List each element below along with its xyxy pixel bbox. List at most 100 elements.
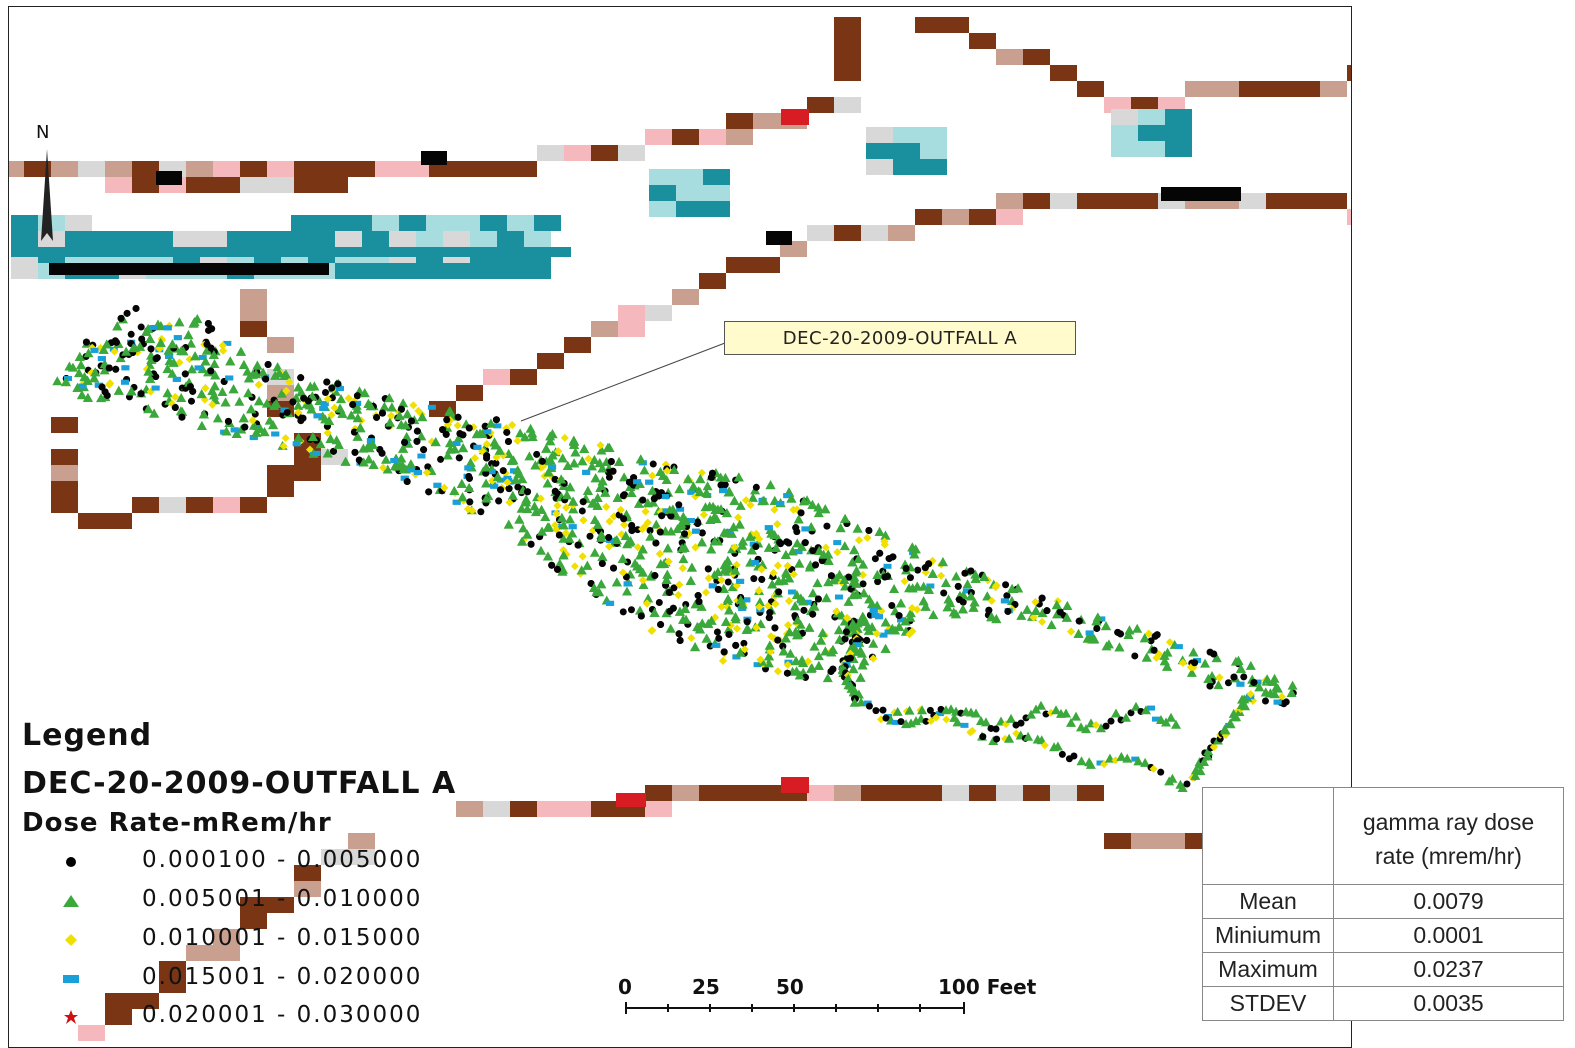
survey-point <box>834 569 845 579</box>
survey-point <box>766 609 774 617</box>
survey-point <box>969 597 980 607</box>
survey-point <box>1152 716 1160 722</box>
survey-point <box>1211 653 1222 663</box>
survey-point <box>637 567 648 577</box>
survey-point <box>704 574 713 583</box>
survey-point <box>717 602 726 611</box>
survey-point <box>289 398 297 406</box>
survey-point <box>807 588 818 598</box>
survey-point <box>538 457 546 465</box>
survey-point <box>386 402 397 412</box>
water-cell <box>281 231 308 247</box>
survey-point <box>533 450 541 458</box>
survey-point <box>623 581 632 587</box>
survey-point <box>437 455 445 463</box>
survey-point <box>1040 741 1049 750</box>
survey-point <box>823 522 831 530</box>
survey-point <box>126 386 137 396</box>
survey-point <box>840 513 851 523</box>
survey-point <box>524 451 535 461</box>
survey-point <box>490 483 499 489</box>
survey-point <box>988 735 999 745</box>
raster-cell <box>49 263 329 275</box>
survey-point <box>940 578 951 588</box>
survey-point <box>952 717 963 727</box>
survey-point <box>74 351 85 361</box>
raster-cell <box>564 145 591 161</box>
stat-label: Mean <box>1202 884 1334 919</box>
survey-point <box>562 461 573 471</box>
survey-point <box>694 487 705 497</box>
survey-point <box>730 612 741 622</box>
stat-value: 0.0001 <box>1333 918 1564 953</box>
survey-point <box>143 366 154 376</box>
survey-point <box>219 346 228 355</box>
map-canvas[interactable] <box>9 7 1351 1047</box>
raster-cell <box>726 113 753 129</box>
survey-point <box>1022 604 1033 614</box>
survey-point <box>604 442 615 452</box>
survey-point <box>1235 663 1246 673</box>
survey-point <box>887 623 898 633</box>
survey-point <box>656 528 664 536</box>
survey-point <box>859 580 867 588</box>
raster-cell <box>672 129 699 145</box>
raster-cell <box>321 849 348 865</box>
raster-cell <box>456 801 483 817</box>
survey-point <box>1191 659 1199 667</box>
raster-cell <box>699 129 726 145</box>
raster-cell <box>807 785 834 801</box>
raster-cell <box>159 961 186 977</box>
survey-point <box>662 508 671 514</box>
raster-cell <box>213 929 240 945</box>
raster-cell <box>753 785 780 801</box>
survey-point <box>769 569 778 578</box>
survey-point <box>612 492 623 502</box>
survey-point <box>359 388 370 398</box>
map-frame[interactable] <box>8 6 1352 1048</box>
survey-point <box>547 429 558 439</box>
raster-cell <box>267 465 294 481</box>
survey-point <box>398 443 409 453</box>
survey-point <box>249 435 258 441</box>
survey-point <box>1239 694 1250 704</box>
raster-cell <box>132 497 159 513</box>
survey-point <box>840 581 851 591</box>
survey-point <box>1076 756 1087 766</box>
survey-point <box>1147 637 1155 645</box>
survey-point <box>734 519 745 529</box>
water-cell <box>920 127 947 143</box>
survey-point <box>633 543 642 552</box>
survey-point <box>578 507 586 515</box>
survey-point <box>276 388 287 398</box>
survey-point <box>1159 650 1170 660</box>
survey-point <box>852 523 863 533</box>
survey-point <box>679 542 690 552</box>
survey-point <box>112 338 120 346</box>
survey-point <box>874 526 885 536</box>
survey-point <box>657 621 665 629</box>
raster-cell <box>888 225 915 241</box>
survey-point <box>638 579 649 589</box>
survey-point <box>1051 705 1061 715</box>
survey-point <box>127 330 135 338</box>
survey-point <box>1206 682 1214 690</box>
survey-point <box>775 588 783 596</box>
survey-point <box>536 494 545 503</box>
table-header-line: gamma ray dose <box>1362 809 1535 835</box>
raster-cell <box>1131 833 1158 849</box>
survey-point <box>596 532 607 542</box>
survey-point <box>187 397 195 405</box>
survey-point <box>892 706 903 716</box>
survey-point <box>115 353 126 363</box>
survey-point <box>208 400 217 409</box>
survey-point <box>927 716 935 725</box>
survey-point <box>454 413 462 421</box>
survey-point <box>1081 724 1091 734</box>
survey-point <box>570 562 579 571</box>
survey-point <box>1023 731 1034 741</box>
survey-point <box>735 647 746 657</box>
survey-point <box>1038 594 1046 602</box>
raster-cell <box>1050 785 1077 801</box>
raster-cell <box>267 177 294 193</box>
